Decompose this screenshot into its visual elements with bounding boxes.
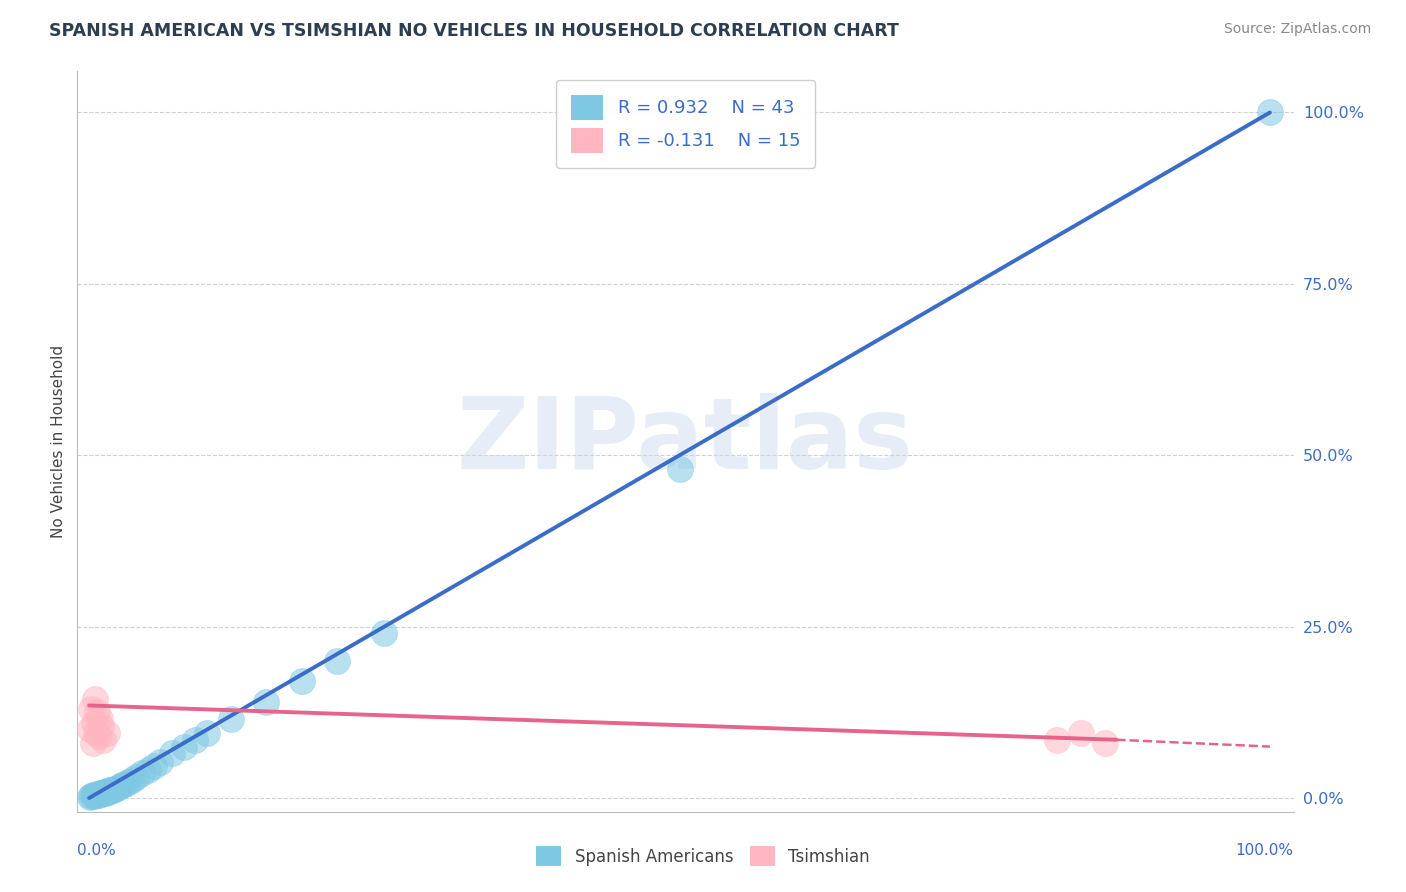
Point xyxy=(86,706,108,720)
Y-axis label: No Vehicles in Household: No Vehicles in Household xyxy=(51,345,66,538)
Point xyxy=(87,729,110,743)
Point xyxy=(93,785,115,799)
Point xyxy=(80,789,103,803)
Point xyxy=(100,784,122,798)
Point xyxy=(87,788,110,802)
Point xyxy=(97,785,120,799)
Point xyxy=(149,755,172,769)
Point xyxy=(94,785,117,799)
Point xyxy=(326,654,349,668)
Point xyxy=(91,785,114,799)
Point xyxy=(100,782,122,797)
Point xyxy=(98,783,121,797)
Point xyxy=(160,747,183,761)
Point xyxy=(131,766,153,780)
Point xyxy=(91,732,114,747)
Point xyxy=(84,691,107,706)
Point xyxy=(219,712,242,726)
Point xyxy=(1258,105,1281,120)
Point xyxy=(84,788,107,802)
Point xyxy=(83,715,105,730)
Point xyxy=(111,778,134,792)
Point xyxy=(90,719,112,733)
Point xyxy=(83,789,105,803)
Point xyxy=(373,626,395,640)
Point xyxy=(82,736,104,750)
Point xyxy=(668,462,690,476)
Point xyxy=(90,787,112,801)
Point xyxy=(173,739,195,754)
Point xyxy=(291,674,314,689)
Point xyxy=(84,789,107,803)
Point xyxy=(79,789,101,804)
Point xyxy=(143,759,166,773)
Point xyxy=(195,726,218,740)
Point xyxy=(101,783,124,797)
Point xyxy=(107,780,129,795)
Text: ZIPatlas: ZIPatlas xyxy=(457,393,914,490)
Point xyxy=(96,726,118,740)
Point xyxy=(96,784,118,798)
Point xyxy=(1094,736,1116,750)
Point xyxy=(89,712,111,726)
Text: 100.0%: 100.0% xyxy=(1236,843,1294,857)
Point xyxy=(89,786,111,800)
Point xyxy=(136,763,159,777)
Point xyxy=(184,732,207,747)
Point xyxy=(79,723,101,737)
Point xyxy=(104,782,127,797)
Point xyxy=(125,770,148,784)
Legend: Spanish Americans, Tsimshian: Spanish Americans, Tsimshian xyxy=(527,838,879,875)
Point xyxy=(82,789,104,803)
Point xyxy=(121,772,143,787)
Legend: R = 0.932    N = 43, R = -0.131    N = 15: R = 0.932 N = 43, R = -0.131 N = 15 xyxy=(557,80,814,168)
Point xyxy=(84,726,107,740)
Point xyxy=(1046,732,1069,747)
Text: Source: ZipAtlas.com: Source: ZipAtlas.com xyxy=(1223,22,1371,37)
Point xyxy=(86,787,108,801)
Point xyxy=(91,786,114,800)
Text: SPANISH AMERICAN VS TSIMSHIAN NO VEHICLES IN HOUSEHOLD CORRELATION CHART: SPANISH AMERICAN VS TSIMSHIAN NO VEHICLE… xyxy=(49,22,898,40)
Point xyxy=(114,776,136,790)
Text: 0.0%: 0.0% xyxy=(77,843,117,857)
Point xyxy=(254,695,277,709)
Point xyxy=(117,774,139,789)
Point xyxy=(1070,726,1092,740)
Point xyxy=(80,702,103,716)
Point xyxy=(108,780,131,794)
